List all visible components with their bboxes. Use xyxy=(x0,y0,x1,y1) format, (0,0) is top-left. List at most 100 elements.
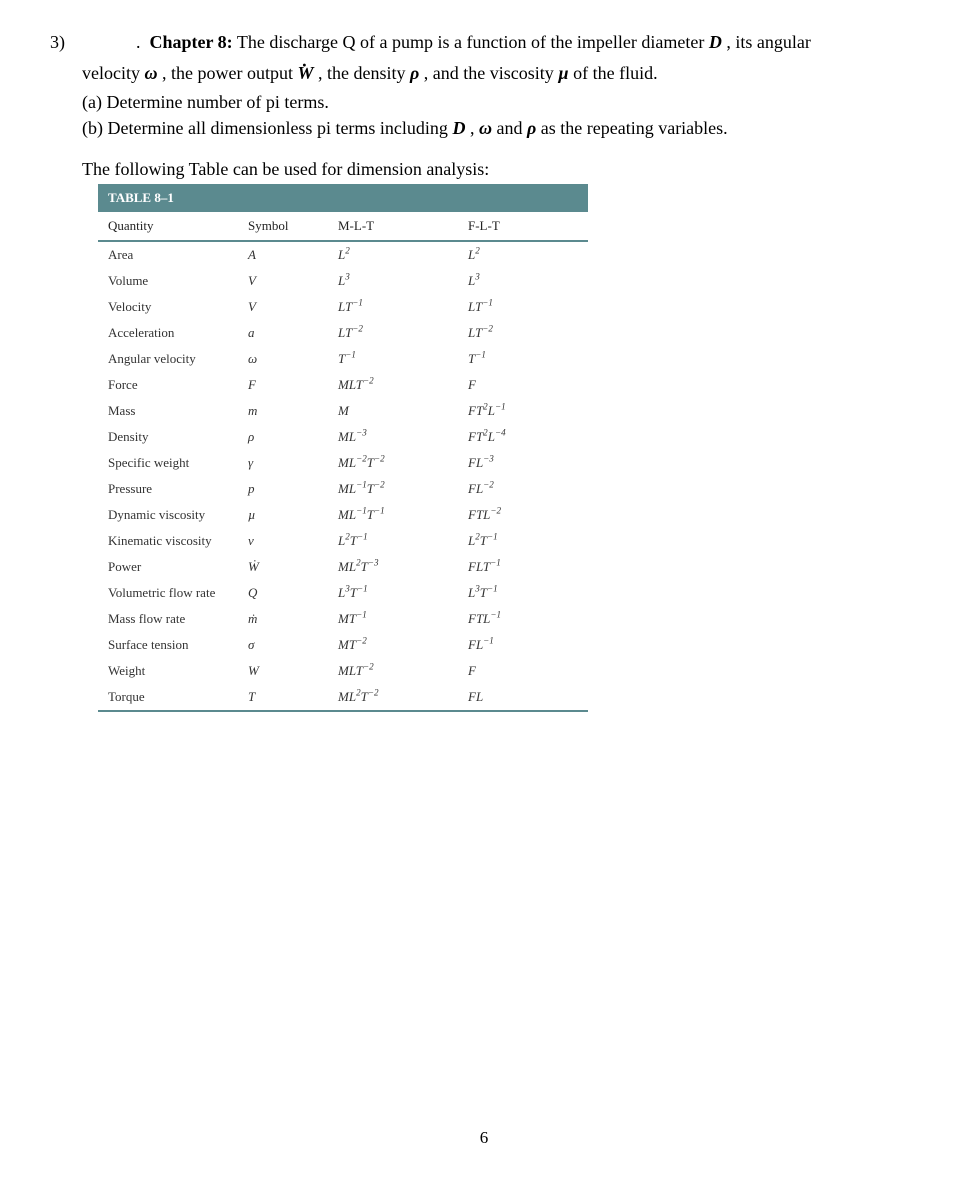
part-b-D: D xyxy=(452,118,465,138)
cell-flt: FL xyxy=(458,684,588,711)
cell-symbol: µ xyxy=(238,502,328,528)
cell-mlt: MT−1 xyxy=(328,606,458,632)
cell-mlt: T−1 xyxy=(328,346,458,372)
table-title: TABLE 8–1 xyxy=(98,184,588,212)
problem-number: 3) xyxy=(50,30,100,55)
cell-symbol: ṁ xyxy=(238,606,328,632)
cell-flt: F xyxy=(458,372,588,398)
cell-mlt: ML2T−3 xyxy=(328,554,458,580)
cell-symbol: T xyxy=(238,684,328,711)
cell-quantity: Pressure xyxy=(98,476,238,502)
cell-symbol: W xyxy=(238,658,328,684)
cell-mlt: LT−2 xyxy=(328,320,458,346)
cell-quantity: Force xyxy=(98,372,238,398)
line2-e: of the fluid. xyxy=(573,63,657,83)
variable-mu: µ xyxy=(558,63,568,83)
cell-quantity: Weight xyxy=(98,658,238,684)
variable-rho: ρ xyxy=(410,63,419,83)
cell-quantity: Density xyxy=(98,424,238,450)
cell-symbol: ν xyxy=(238,528,328,554)
cell-symbol: m xyxy=(238,398,328,424)
chapter-label: Chapter 8: xyxy=(150,32,233,52)
cell-mlt: L2 xyxy=(328,241,458,268)
cell-symbol: ω xyxy=(238,346,328,372)
table-row: VelocityVLT−1LT−1 xyxy=(98,294,588,320)
table-body: AreaAL2L2VolumeVL3L3VelocityVLT−1LT−1Acc… xyxy=(98,241,588,711)
part-b-b: , xyxy=(470,118,479,138)
cell-quantity: Kinematic viscosity xyxy=(98,528,238,554)
cell-symbol: σ xyxy=(238,632,328,658)
page-number: 6 xyxy=(480,1128,489,1148)
cell-quantity: Volume xyxy=(98,268,238,294)
table-row: VolumeVL3L3 xyxy=(98,268,588,294)
cell-quantity: Torque xyxy=(98,684,238,711)
line2-c: , the density xyxy=(318,63,410,83)
line2-b: , the power output xyxy=(162,63,297,83)
cell-quantity: Angular velocity xyxy=(98,346,238,372)
table-row: Surface tensionσMT−2FL−1 xyxy=(98,632,588,658)
header-quantity: Quantity xyxy=(98,212,238,241)
cell-symbol: p xyxy=(238,476,328,502)
cell-flt: LT−1 xyxy=(458,294,588,320)
cell-mlt: LT−1 xyxy=(328,294,458,320)
cell-symbol: V xyxy=(238,268,328,294)
cell-quantity: Surface tension xyxy=(98,632,238,658)
cell-symbol: Q xyxy=(238,580,328,606)
cell-symbol: Ẇ xyxy=(238,554,328,580)
cell-flt: LT−2 xyxy=(458,320,588,346)
table-row: Angular velocityωT−1T−1 xyxy=(98,346,588,372)
header-symbol: Symbol xyxy=(238,212,328,241)
cell-mlt: ML−2T−2 xyxy=(328,450,458,476)
cell-symbol: γ xyxy=(238,450,328,476)
table-header-row: Quantity Symbol M-L-T F-L-T xyxy=(98,212,588,241)
part-b-c: and xyxy=(496,118,527,138)
table-row: Dynamic viscosityµML−1T−1FTL−2 xyxy=(98,502,588,528)
cell-quantity: Mass flow rate xyxy=(98,606,238,632)
part-a: (a) Determine number of pi terms. xyxy=(82,90,918,115)
cell-flt: F xyxy=(458,658,588,684)
cell-flt: L2 xyxy=(458,241,588,268)
cell-symbol: F xyxy=(238,372,328,398)
table-row: PowerẆML2T−3FLT−1 xyxy=(98,554,588,580)
variable-omega: ω xyxy=(144,63,157,83)
cell-quantity: Velocity xyxy=(98,294,238,320)
table-row: PressurepML−1T−2FL−2 xyxy=(98,476,588,502)
cell-flt: FLT−1 xyxy=(458,554,588,580)
cell-flt: L3T−1 xyxy=(458,580,588,606)
problem-line1: 3) . Chapter 8: The discharge Q of a pum… xyxy=(50,30,918,55)
part-b: (b) Determine all dimensionless pi terms… xyxy=(82,116,918,141)
part-b-rho: ρ xyxy=(527,118,536,138)
cell-quantity: Area xyxy=(98,241,238,268)
cell-symbol: a xyxy=(238,320,328,346)
variable-D: D xyxy=(709,32,722,52)
cell-symbol: ρ xyxy=(238,424,328,450)
table-row: Mass flow rateṁMT−1FTL−1 xyxy=(98,606,588,632)
variable-Wdot: W xyxy=(298,63,314,83)
table-row: MassmMFT2L−1 xyxy=(98,398,588,424)
cell-mlt: MLT−2 xyxy=(328,372,458,398)
cell-flt: T−1 xyxy=(458,346,588,372)
cell-symbol: A xyxy=(238,241,328,268)
table-row: AccelerationaLT−2LT−2 xyxy=(98,320,588,346)
cell-mlt: ML2T−2 xyxy=(328,684,458,711)
cell-mlt: MT−2 xyxy=(328,632,458,658)
cell-mlt: L3T−1 xyxy=(328,580,458,606)
cell-flt: FTL−1 xyxy=(458,606,588,632)
part-b-omega: ω xyxy=(479,118,492,138)
cell-mlt: ML−3 xyxy=(328,424,458,450)
table-row: Kinematic viscosityνL2T−1L2T−1 xyxy=(98,528,588,554)
cell-flt: L3 xyxy=(458,268,588,294)
problem-line2: velocity ω , the power output W , the de… xyxy=(82,61,918,86)
cell-quantity: Mass xyxy=(98,398,238,424)
line1-a: The discharge Q of a pump is a function … xyxy=(237,32,709,52)
cell-quantity: Dynamic viscosity xyxy=(98,502,238,528)
line2-d: , and the viscosity xyxy=(424,63,558,83)
table-row: Volumetric flow rateQL3T−1L3T−1 xyxy=(98,580,588,606)
cell-mlt: M xyxy=(328,398,458,424)
cell-flt: FL−3 xyxy=(458,450,588,476)
table-title-row: TABLE 8–1 xyxy=(98,184,588,212)
cell-flt: FT2L−4 xyxy=(458,424,588,450)
table-row: ForceFMLT−2F xyxy=(98,372,588,398)
dimension-table: TABLE 8–1 Quantity Symbol M-L-T F-L-T Ar… xyxy=(98,184,588,712)
table-row: DensityρML−3FT2L−4 xyxy=(98,424,588,450)
